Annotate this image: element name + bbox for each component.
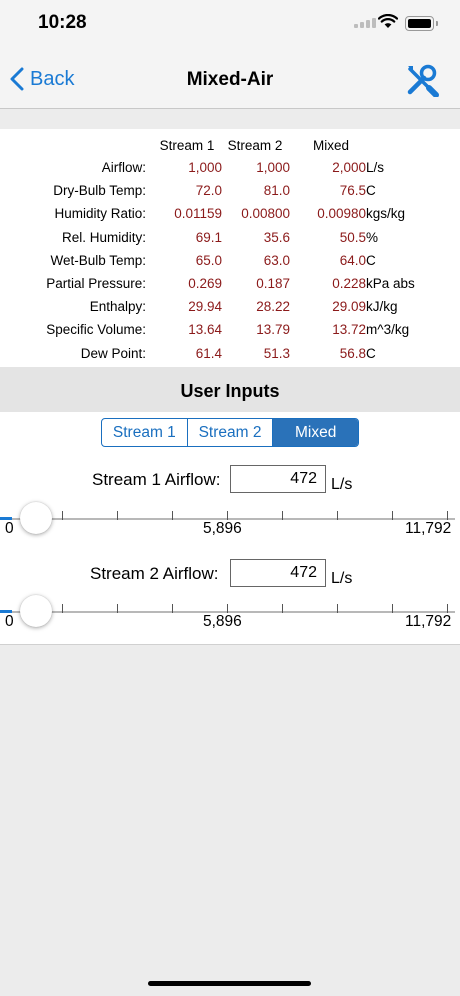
section-header: User Inputs [0,367,460,412]
row-unit: % [366,229,379,245]
row-label: Dew Point: [80,345,146,361]
row-label: Enthalpy: [89,299,146,315]
table-row: Humidity Ratio: 0.01159 0.00800 0.00980 kgs/… [0,206,460,229]
row-value-s2: 28.22 [256,299,290,315]
section-title: User Inputs [180,381,280,401]
stream-segmented-control: Stream 1 Stream 2 Mixed [101,418,359,447]
stream2-airflow-label: Stream 2 Airflow: [90,564,219,583]
battery-icon [405,16,438,31]
page-title: Mixed-Air [186,69,274,90]
stream1-airflow-unit: L/s [331,476,353,493]
status-time: 10:28 [38,12,87,33]
table-row: Rel. Humidity: 69.1 35.6 50.5% [0,230,460,253]
row-unit: kJ/kg [366,299,398,315]
table-row: Partial Pressure: 0.269 0.187 0.228 kPa abs [0,276,460,299]
stream1-slider-max: 11,792 [405,520,452,537]
stream2-slider-thumb[interactable] [20,595,52,627]
row-value-s1: 1,000 [188,160,222,175]
results-table: Stream 1 Stream 2 Mixed Airflow: 1,000 1,0… [0,129,460,367]
stream2-slider-mid: 5,896 [203,613,242,630]
row-value-s2: 51.3 [263,345,290,361]
user-inputs-panel: Stream 1 Stream 2 Mixed Stream 1 Airflow… [0,412,460,645]
row-unit: C [366,252,376,268]
row-value-s2: 63.0 [263,252,290,268]
row-value-mixed: 29.09 [332,299,366,315]
table-row: Enthalpy: 29.94 28.22 29.09 kJ/kg [0,299,460,322]
table-row: Airflow: 1,000 1,000 2,000 L/s [0,160,460,183]
row-value-mixed: 0.228 [332,276,366,291]
row-value-mixed: 76.5 [339,183,366,199]
stream2-airflow-unit: L/s [331,570,353,587]
row-unit: C [366,183,376,199]
row-value-s1: 61.4 [195,345,222,361]
column-header-mixed: Mixed [312,138,349,153]
stream2-airflow-slider[interactable] [0,595,460,635]
row-value-s2: 0.00800 [241,206,290,222]
stream2-slider-max: 11,792 [405,613,452,630]
row-label: Humidity Ratio: [54,206,146,222]
row-value-s2: 0.187 [256,276,290,291]
row-unit: C [366,345,376,361]
chevron-left-icon [10,67,24,91]
stream1-slider-min: 0 [5,520,14,537]
stream1-slider-mid: 5,896 [203,520,242,537]
stream1-slider-thumb[interactable] [20,502,52,534]
row-label: Dry-Bulb Temp: [53,183,146,199]
row-unit: kgs/kg [366,206,406,222]
row-value-s2: 1,000 [256,160,290,175]
home-indicator [148,981,311,986]
row-value-s1: 65.0 [195,252,222,268]
stream1-airflow-field[interactable]: 472 [230,465,326,493]
segment-stream2[interactable]: Stream 2 [188,419,274,446]
row-value-mixed: 0.00980 [317,206,366,222]
row-value-mixed: 13.72 [332,322,366,338]
row-value-s1: 72.0 [195,183,222,199]
column-header-stream1: Stream 1 [159,138,215,153]
table-row: Dry-Bulb Temp: 72.0 81.0 76.5 C [0,183,460,206]
stream2-slider-min: 0 [5,613,14,630]
column-header-stream2: Stream 2 [227,138,283,153]
row-value-mixed: 2,000 [332,160,366,175]
row-value-s2: 81.0 [263,183,290,199]
spacer [0,109,460,129]
row-unit: kPa abs [366,276,415,291]
row-value-s2: 13.79 [256,322,290,338]
back-button[interactable]: Back [10,67,74,91]
status-bar: 10:28 [0,0,460,50]
row-value-mixed: 64.0 [339,252,366,268]
stream1-airflow-label: Stream 1 Airflow: [92,470,221,489]
row-label: Wet-Bulb Temp: [50,252,146,268]
back-label: Back [30,67,75,90]
row-value-mixed: 56.8 [339,345,366,361]
row-value-s1: 0.01159 [174,206,222,222]
navigation-bar: Back Mixed-Air [0,50,460,109]
table-row: Wet-Bulb Temp: 65.0 63.0 64.0 C [0,253,460,276]
row-value-mixed: 50.5 [339,229,366,245]
row-value-s2: 35.6 [263,229,290,245]
row-label: Specific Volume: [46,322,146,338]
row-unit: L/s [366,160,385,175]
row-label: Airflow: [101,160,146,175]
segment-mixed[interactable]: Mixed [273,419,358,446]
stream1-airflow-slider[interactable] [0,502,460,542]
table-row: Dew Point: 61.4 51.3 56.8 C [0,346,460,369]
wifi-icon [377,13,399,34]
segment-stream1[interactable]: Stream 1 [102,419,188,446]
row-value-s1: 13.64 [188,322,222,338]
row-unit: m^3/kg [366,322,410,338]
table-row: Specific Volume: 13.64 13.79 13.72 m^3/kg [0,322,460,345]
row-label: Rel. Humidity: [61,229,146,245]
row-label: Partial Pressure: [46,276,146,291]
row-value-s1: 69.1 [195,229,222,245]
row-value-s1: 0.269 [188,276,222,291]
row-value-s1: 29.94 [188,299,222,315]
wrench-screwdriver-icon[interactable] [405,63,439,102]
cellular-signal-icon [354,18,376,28]
stream2-airflow-field[interactable]: 472 [230,559,326,587]
